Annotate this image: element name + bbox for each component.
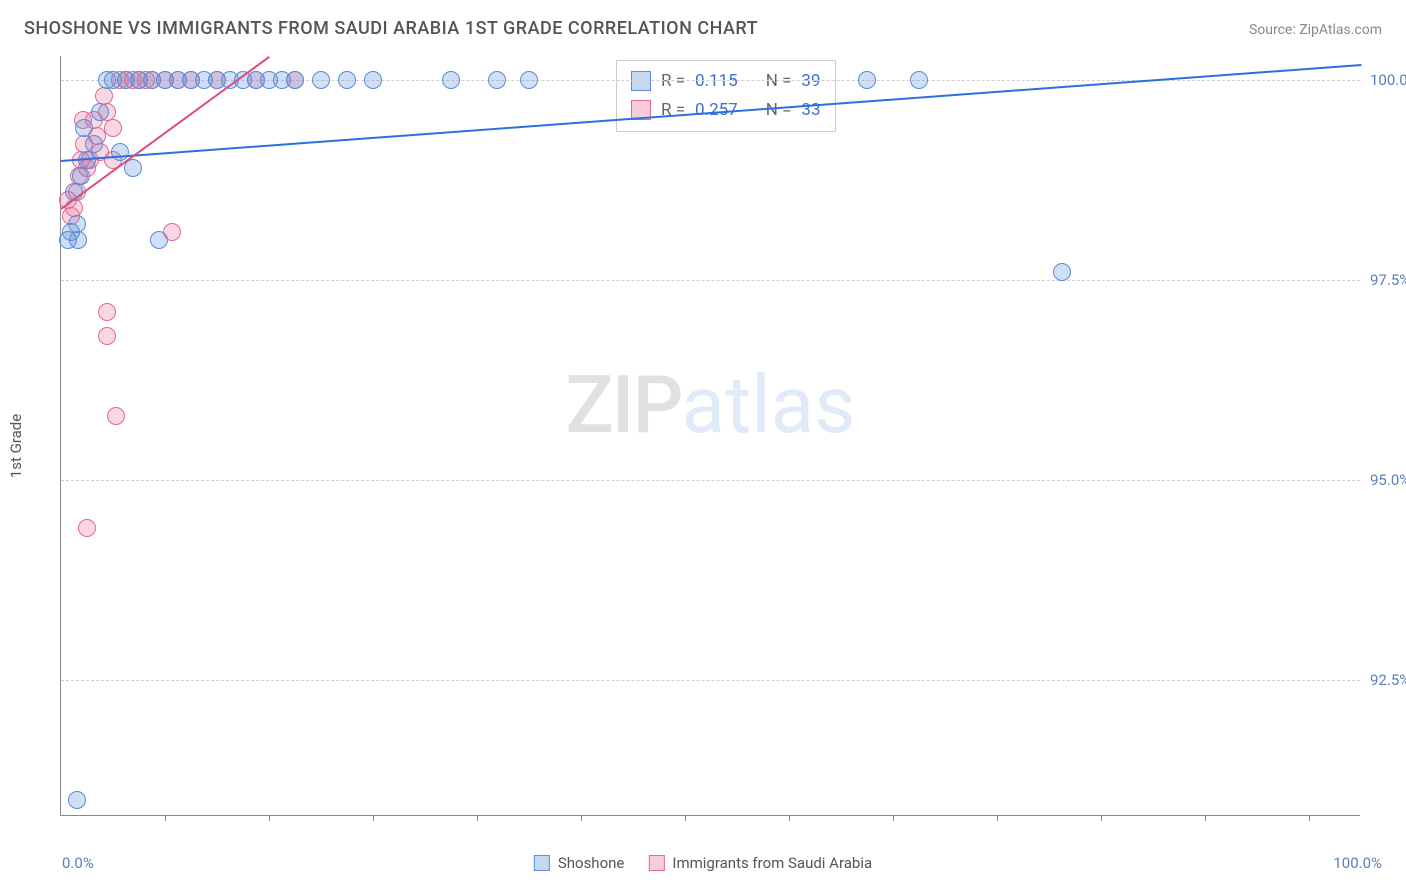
- x-tick: [893, 815, 894, 821]
- r-value-shoshone: 0.115: [695, 67, 738, 96]
- x-tick: [581, 815, 582, 821]
- gridline: [61, 480, 1360, 481]
- legend-item-saudi: Immigrants from Saudi Arabia: [648, 854, 872, 872]
- gridline: [61, 680, 1360, 681]
- scatter-point: [72, 167, 90, 185]
- scatter-point: [312, 71, 330, 89]
- n-value-saudi: 33: [801, 96, 820, 125]
- r-label: R =: [661, 96, 685, 125]
- header: SHOSHONE VS IMMIGRANTS FROM SAUDI ARABIA…: [0, 0, 1406, 47]
- legend-label-shoshone: Shoshone: [558, 854, 625, 872]
- scatter-point: [338, 71, 356, 89]
- scatter-point: [78, 519, 96, 537]
- y-tick-label: 95.0%: [1370, 471, 1406, 489]
- scatter-point: [910, 71, 928, 89]
- n-value-shoshone: 39: [801, 67, 820, 96]
- legend-swatch-shoshone: [631, 71, 651, 91]
- scatter-point: [69, 231, 87, 249]
- n-label: N =: [766, 67, 792, 96]
- y-tick-label: 92.5%: [1370, 671, 1406, 689]
- source-attribution: Source: ZipAtlas.com: [1249, 22, 1382, 38]
- scatter-point: [150, 231, 168, 249]
- gridline: [61, 280, 1360, 281]
- scatter-point: [286, 71, 304, 89]
- x-tick: [1205, 815, 1206, 821]
- scatter-point: [68, 791, 86, 809]
- legend-row-shoshone: R = 0.115 N = 39: [631, 67, 821, 96]
- scatter-point: [98, 327, 116, 345]
- scatter-point: [111, 143, 129, 161]
- x-tick: [1309, 815, 1310, 821]
- scatter-point: [91, 103, 109, 121]
- x-tick: [477, 815, 478, 821]
- r-label: R =: [661, 67, 685, 96]
- y-tick-label: 100.0%: [1370, 71, 1406, 89]
- watermark-atlas: atlas: [682, 358, 856, 452]
- scatter-point: [107, 407, 125, 425]
- x-tick: [165, 815, 166, 821]
- x-tick: [1101, 815, 1102, 821]
- scatter-point: [364, 71, 382, 89]
- scatter-point: [104, 119, 122, 137]
- y-tick-label: 97.5%: [1370, 271, 1406, 289]
- legend-swatch-icon: [648, 855, 664, 871]
- scatter-point: [85, 135, 103, 153]
- y-axis-title: 1st Grade: [7, 414, 25, 478]
- watermark-zip: ZIP: [566, 358, 682, 452]
- x-tick: [997, 815, 998, 821]
- x-tick: [789, 815, 790, 821]
- scatter-point: [488, 71, 506, 89]
- x-tick: [685, 815, 686, 821]
- x-axis-min-label: 0.0%: [62, 854, 94, 872]
- scatter-point: [858, 71, 876, 89]
- chart-title: SHOSHONE VS IMMIGRANTS FROM SAUDI ARABIA…: [24, 18, 758, 39]
- legend-item-shoshone: Shoshone: [534, 854, 625, 872]
- scatter-point: [520, 71, 538, 89]
- watermark: ZIPatlas: [566, 358, 856, 452]
- scatter-plot-area: ZIPatlas R = 0.115 N = 39 R = 0.257 N = …: [60, 56, 1360, 816]
- legend-label-saudi: Immigrants from Saudi Arabia: [672, 854, 872, 872]
- x-tick: [373, 815, 374, 821]
- n-label: N =: [766, 96, 792, 125]
- legend-swatch-icon: [534, 855, 550, 871]
- x-axis-max-label: 100.0%: [1333, 854, 1382, 872]
- series-legend: Shoshone Immigrants from Saudi Arabia: [534, 854, 872, 872]
- x-tick: [269, 815, 270, 821]
- scatter-point: [1053, 263, 1071, 281]
- scatter-point: [98, 303, 116, 321]
- scatter-point: [442, 71, 460, 89]
- correlation-legend: R = 0.115 N = 39 R = 0.257 N = 33: [616, 60, 836, 132]
